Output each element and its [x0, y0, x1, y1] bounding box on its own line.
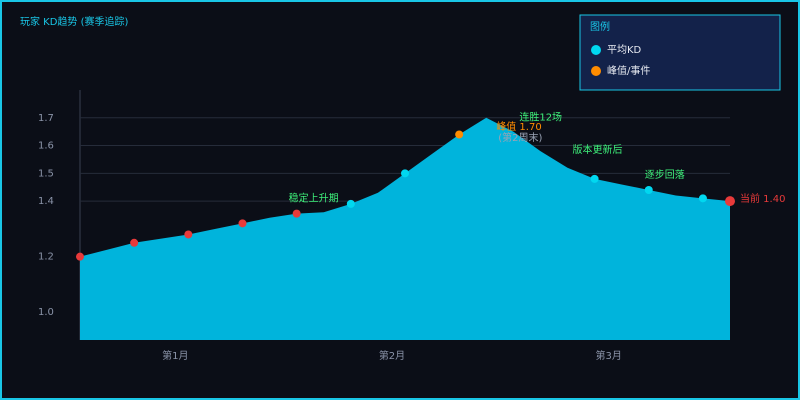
data-marker: [184, 230, 193, 239]
annotation: 峰值 1.70: [496, 120, 541, 133]
y-tick-label: 1.7: [38, 113, 54, 124]
y-tick-label: 1.6: [38, 141, 54, 152]
x-tick-label: 第2月: [379, 349, 405, 362]
annotation: 连胜12场: [519, 111, 562, 124]
data-marker: [292, 209, 301, 218]
data-marker: [76, 252, 84, 261]
data-marker: [130, 238, 139, 247]
y-tick-label: 1.2: [38, 252, 54, 263]
legend-swatch: [591, 45, 601, 55]
legend-label: 平均KD: [607, 44, 642, 56]
annotation: 稳定上升期: [289, 192, 339, 205]
data-marker: [346, 199, 355, 208]
legend-title: 图例: [590, 20, 610, 33]
annotation: (第2周末): [498, 131, 542, 144]
x-tick-label: 第3月: [595, 349, 621, 362]
legend-label: 峰值/事件: [607, 64, 650, 77]
legend-box: [579, 14, 781, 91]
data-marker: [590, 174, 599, 183]
y-tick-label: 1.5: [38, 168, 54, 179]
legend-swatch: [591, 66, 601, 76]
data-marker: [725, 196, 735, 207]
data-marker: [238, 219, 247, 228]
data-marker: [455, 130, 464, 139]
data-marker: [644, 186, 653, 194]
annotation: 版本更新后: [573, 143, 623, 156]
annotation: 当前 1.40: [740, 192, 785, 205]
area: [80, 117, 730, 341]
data-marker: [698, 194, 707, 203]
x-tick-label: 第1月: [162, 349, 188, 362]
data-marker: [401, 169, 409, 178]
chart-title: 玩家 KD趋势 (赛季追踪): [20, 15, 129, 28]
annotation: 逐步回落: [645, 169, 685, 181]
y-tick-label: 1.0: [38, 307, 54, 318]
y-tick-label: 1.4: [38, 196, 54, 207]
